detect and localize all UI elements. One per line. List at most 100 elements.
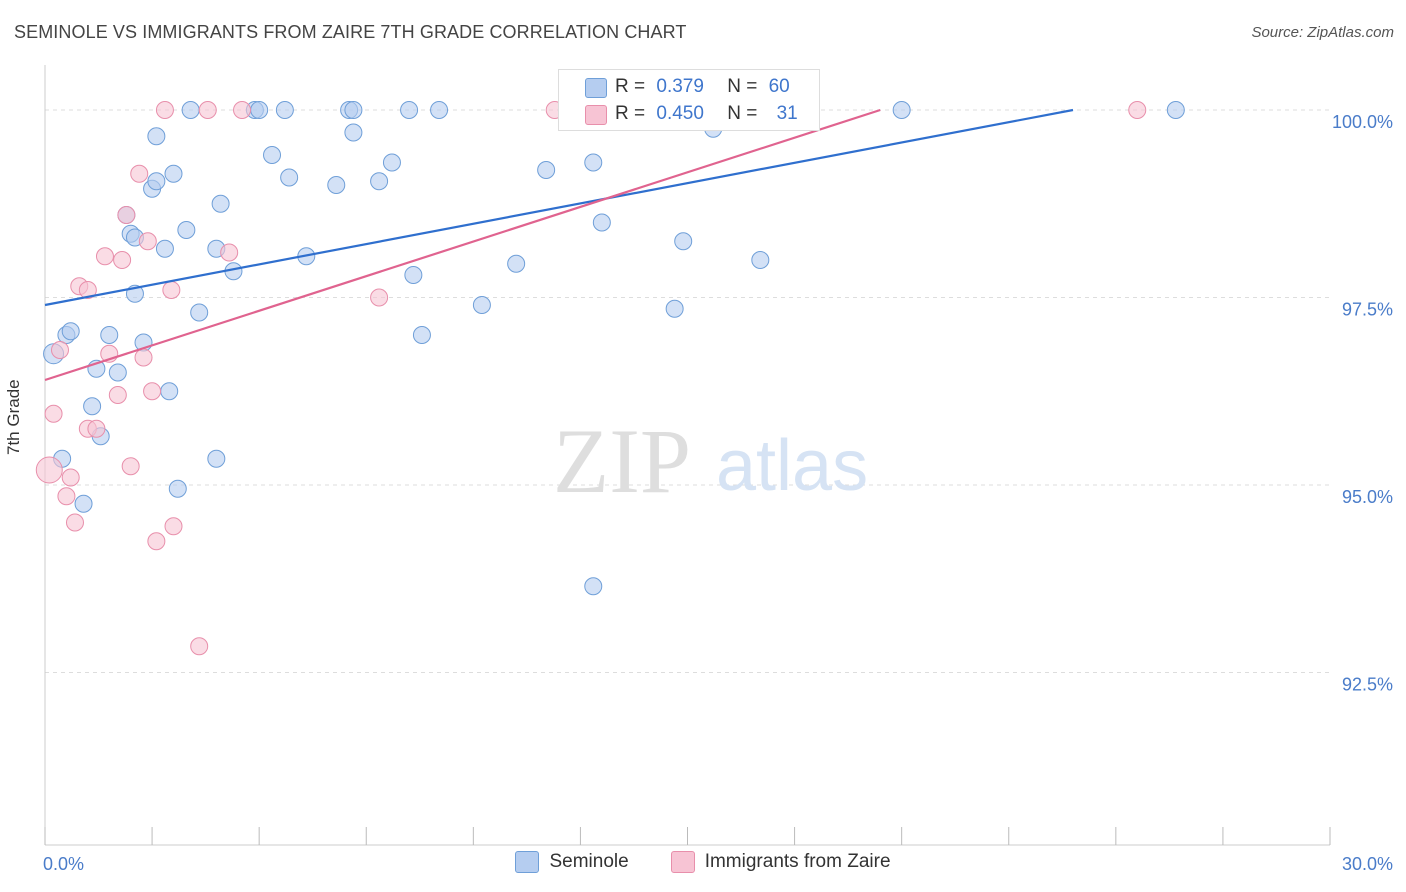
seminole-point [100, 326, 119, 344]
legend-swatch-zaire [670, 851, 695, 873]
legend-swatch-seminole [515, 851, 540, 873]
stats-text-zaire: R = 0.450 N = 31 [615, 103, 798, 125]
seminole-point [61, 322, 80, 341]
seminole-point [382, 153, 401, 172]
x-tick-label-1: 30.0% [1342, 854, 1393, 874]
zaire-point [108, 386, 127, 404]
y-tick-label-1: 97.5% [1342, 300, 1393, 320]
seminole-point [400, 101, 419, 119]
chart-title: SEMINOLE VS IMMIGRANTS FROM ZAIRE 7TH GR… [14, 22, 687, 42]
zaire-point [147, 532, 166, 551]
seminole-point [1166, 101, 1185, 119]
watermark-atlas: atlas [716, 426, 868, 506]
watermark-zip: ZIP [553, 410, 691, 512]
zaire-point [87, 419, 106, 438]
seminole-point [147, 172, 166, 191]
legend-label-seminole: Seminole [549, 851, 629, 872]
legend-label-zaire: Immigrants from Zaire [704, 851, 891, 872]
stats-swatch-zaire [585, 105, 607, 125]
zaire-point [44, 404, 63, 423]
zaire-point [35, 456, 63, 484]
y-tick-label-3: 92.5% [1342, 675, 1393, 695]
r-label: R = [615, 103, 646, 124]
seminole-trendline [44, 108, 1074, 307]
zaire-point [370, 288, 389, 307]
seminole-point [275, 101, 294, 119]
gridlines [45, 109, 1330, 673]
seminole-point [190, 303, 209, 322]
y-tick-label-0: 100.0% [1332, 112, 1393, 132]
seminole-point [327, 176, 346, 194]
zaire-point [162, 281, 181, 299]
seminole-point [207, 449, 226, 468]
seminole-point [83, 397, 102, 416]
seminole-point [592, 213, 611, 232]
zaire-point [220, 243, 239, 262]
seminole-point [168, 479, 187, 498]
seminole-point [155, 239, 174, 258]
zaire-point [143, 382, 162, 401]
zaire-point [134, 348, 153, 367]
stats-text-seminole: R = 0.379 N = 60 [615, 76, 790, 98]
zaire-point [138, 232, 157, 251]
seminole-point [404, 266, 423, 284]
r-value-seminole: 0.379 [656, 76, 704, 97]
seminole-point [674, 232, 693, 251]
seminole-point [665, 299, 684, 318]
data-points [35, 101, 1185, 656]
legend-item-zaire[interactable]: Immigrants from Zaire [670, 851, 891, 873]
seminole-point [537, 161, 556, 179]
seminole-point [74, 494, 93, 513]
seminole-point [147, 127, 166, 146]
axes [44, 65, 1331, 846]
n-value-seminole: 60 [768, 76, 790, 97]
zaire-point [50, 341, 69, 359]
trendlines [44, 108, 1074, 382]
r-value-zaire: 0.450 [656, 103, 704, 124]
zaire-point [95, 247, 114, 266]
seminole-point [507, 254, 526, 273]
stats-legend: R = 0.379 N = 60 R = 0.450 N = 31 [558, 69, 820, 131]
zaire-point [130, 164, 149, 183]
seminole-point [211, 194, 230, 213]
zaire-point [57, 487, 76, 506]
zaire-point [233, 101, 252, 119]
seminole-point [751, 251, 770, 269]
zaire-point [1128, 101, 1147, 119]
seminole-point [344, 123, 363, 142]
n-label: N = [727, 76, 758, 97]
seminole-point [472, 296, 491, 314]
zaire-point [65, 513, 84, 532]
legend-item-seminole[interactable]: Seminole [515, 851, 629, 873]
y-tick-label-2: 95.0% [1342, 487, 1393, 507]
zaire-point [78, 281, 97, 299]
n-value-zaire: 31 [776, 103, 798, 124]
seminole-point [412, 326, 431, 344]
seminole-point [584, 153, 603, 172]
zaire-point [164, 517, 183, 536]
seminole-point [181, 101, 200, 119]
zaire-point [121, 457, 140, 476]
n-label: N = [727, 103, 758, 124]
zaire-point [113, 251, 132, 269]
zaire-point [61, 468, 80, 487]
source-label: Source: ZipAtlas.com [1251, 24, 1394, 41]
zaire-point [198, 101, 217, 119]
seminole-point [263, 146, 282, 164]
seminole-point [370, 172, 389, 191]
seminole-point [344, 101, 363, 119]
zaire-point [155, 101, 174, 119]
seminole-point [160, 382, 179, 401]
seminole-point [250, 101, 269, 119]
seminole-point [280, 168, 299, 187]
watermark: ZIP atlas [553, 410, 868, 512]
zaire-point [190, 637, 209, 656]
r-label: R = [615, 76, 646, 97]
x-tick-label-0: 0.0% [43, 854, 84, 874]
seminole-point [108, 363, 127, 382]
stats-swatch-seminole [585, 78, 607, 98]
bottom-legend: Seminole Immigrants from Zaire [0, 851, 1406, 873]
seminole-point [430, 101, 449, 119]
zaire-point [117, 206, 136, 224]
